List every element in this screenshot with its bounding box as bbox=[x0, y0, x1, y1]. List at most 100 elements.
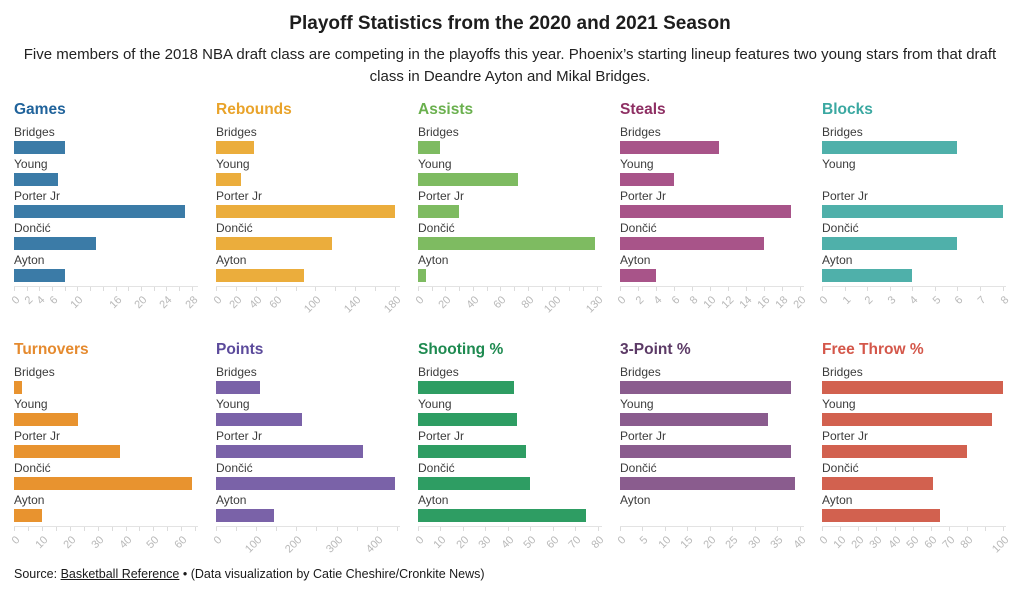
bar-blocks bbox=[822, 140, 958, 154]
axis-tick-label: 6 bbox=[669, 293, 683, 307]
axis-tick-label: 35 bbox=[768, 533, 786, 551]
bar-label: Bridges bbox=[14, 364, 55, 379]
axis-tick bbox=[191, 286, 193, 291]
axis-tick bbox=[514, 286, 516, 291]
axis-tick-label: 20 bbox=[61, 533, 79, 551]
axis-tick bbox=[445, 286, 447, 291]
chart-title-turnovers: Turnovers bbox=[14, 340, 89, 358]
bar-games bbox=[14, 140, 65, 154]
bar-block: Ayton bbox=[620, 493, 804, 522]
axis-tick-label: 70 bbox=[566, 533, 584, 551]
bar-block: Young bbox=[418, 157, 602, 186]
bar-rebounds bbox=[216, 236, 333, 250]
chart-title-blocks: Blocks bbox=[822, 100, 873, 118]
bar-label: Bridges bbox=[418, 364, 459, 379]
axis-tick-label: 0 bbox=[817, 533, 831, 547]
axis-tick bbox=[140, 286, 142, 291]
bar-block: Bridges bbox=[216, 364, 400, 394]
axis-tick-label: 180 bbox=[382, 293, 404, 315]
axis-tick bbox=[1002, 286, 1004, 291]
axis-tick-label: 4 bbox=[35, 293, 48, 307]
axis-tick bbox=[41, 526, 43, 531]
bar-label: Ayton bbox=[418, 252, 449, 267]
bar-free-throw-pct bbox=[822, 476, 933, 490]
axis-tick bbox=[930, 526, 932, 531]
bar-steals bbox=[620, 236, 764, 250]
chart-panel-assists: Assists Bridges Young Porter Jr Dončić Ayton 0… bbox=[414, 100, 605, 318]
bar-block: Bridges bbox=[822, 125, 1006, 154]
bar-block: Young bbox=[14, 397, 198, 426]
axis-tick bbox=[128, 286, 130, 291]
axis-tick bbox=[777, 526, 779, 531]
bar-label: Ayton bbox=[822, 252, 853, 267]
axis-tick-label: 300 bbox=[323, 533, 346, 555]
axis-tick-label: 10 bbox=[431, 533, 449, 551]
axis-tick-label: 50 bbox=[144, 533, 162, 551]
axis-tick bbox=[256, 526, 258, 531]
axis-tick bbox=[876, 526, 878, 531]
axis-tick bbox=[39, 286, 41, 291]
source-line: Source: Basketball Reference • (Data vis… bbox=[14, 567, 1020, 581]
bar-label: Bridges bbox=[216, 364, 257, 379]
axis-tick bbox=[799, 526, 801, 531]
axis-tick bbox=[395, 286, 397, 291]
axis-tick-label: 2 bbox=[22, 293, 36, 307]
bar-label: Young bbox=[620, 396, 654, 411]
axis-tick-label: 1 bbox=[840, 293, 854, 307]
axis-tick-label: 2 bbox=[633, 293, 647, 307]
source-suffix: • (Data visualization by Catie Cheshire/… bbox=[179, 566, 485, 581]
bar-free-throw-pct bbox=[822, 444, 968, 458]
axis-tick bbox=[507, 526, 509, 531]
axis-tick-label: 0 bbox=[413, 533, 427, 547]
chart-title-assists: Assists bbox=[418, 100, 474, 118]
bar-label: Young bbox=[822, 156, 856, 171]
axis-tick bbox=[153, 526, 155, 531]
bar-steals bbox=[620, 172, 674, 186]
axis-tick bbox=[255, 286, 257, 291]
axis-tick-label: 30 bbox=[867, 533, 885, 551]
chart-panel-free-throw-pct: Free Throw % Bridges Young Porter Jr Dončić A… bbox=[818, 341, 1012, 558]
axis-tick bbox=[275, 286, 277, 291]
bar-block: Bridges bbox=[14, 364, 198, 394]
bar-three-point-pct bbox=[620, 476, 796, 490]
bar-blocks bbox=[822, 204, 1003, 218]
chart-panel-blocks: Blocks Bridges Young Porter Jr Dončić Ayton 0 1… bbox=[818, 100, 1011, 318]
axis-tick bbox=[620, 286, 621, 291]
axis-tick-label: 8 bbox=[687, 293, 701, 307]
axis-tick bbox=[642, 526, 644, 531]
x-axis: 0 2 4 6 10 16 20 24 28 bbox=[10, 285, 200, 318]
axis-tick-label: 60 bbox=[267, 293, 285, 311]
axis-tick bbox=[77, 286, 79, 291]
axis-tick-label: 140 bbox=[342, 293, 364, 315]
bar-block: Bridges bbox=[216, 125, 400, 154]
bar-blocks bbox=[822, 268, 913, 282]
axis-tick bbox=[732, 526, 734, 531]
axis-tick-label: 16 bbox=[754, 293, 773, 311]
bar-label: Young bbox=[822, 396, 856, 411]
axis-tick bbox=[555, 286, 557, 291]
chart-panel-games: Games Bridges Young Porter Jr Dončić Ayton 0 2 4… bbox=[10, 100, 200, 318]
chart-title-points: Points bbox=[216, 340, 264, 358]
bar-label: Dončić bbox=[822, 220, 859, 235]
axis-tick-label: 100 bbox=[990, 533, 1012, 555]
source-link[interactable]: Basketball Reference bbox=[60, 566, 180, 581]
bar-shooting-pct bbox=[418, 380, 515, 394]
axis-tick-label: 0 bbox=[615, 293, 629, 307]
bar-block: Ayton bbox=[822, 493, 1006, 522]
axis-tick-label: 7 bbox=[975, 293, 989, 307]
axis-tick-label: 20 bbox=[436, 293, 454, 311]
axis-tick bbox=[673, 286, 675, 291]
chart-title-games: Games bbox=[14, 100, 66, 118]
axis-tick bbox=[754, 526, 756, 531]
axis-tick bbox=[335, 286, 337, 291]
axis-tick bbox=[27, 526, 29, 531]
bar-shooting-pct bbox=[418, 476, 531, 490]
bar-assists bbox=[418, 140, 440, 154]
bar-assists bbox=[418, 236, 596, 250]
bar-turnovers bbox=[14, 412, 79, 426]
bar-label: Dončić bbox=[418, 460, 455, 475]
axis-tick bbox=[822, 526, 823, 531]
axis-tick-label: 80 bbox=[588, 533, 606, 551]
axis-tick-label: 2 bbox=[862, 293, 876, 307]
